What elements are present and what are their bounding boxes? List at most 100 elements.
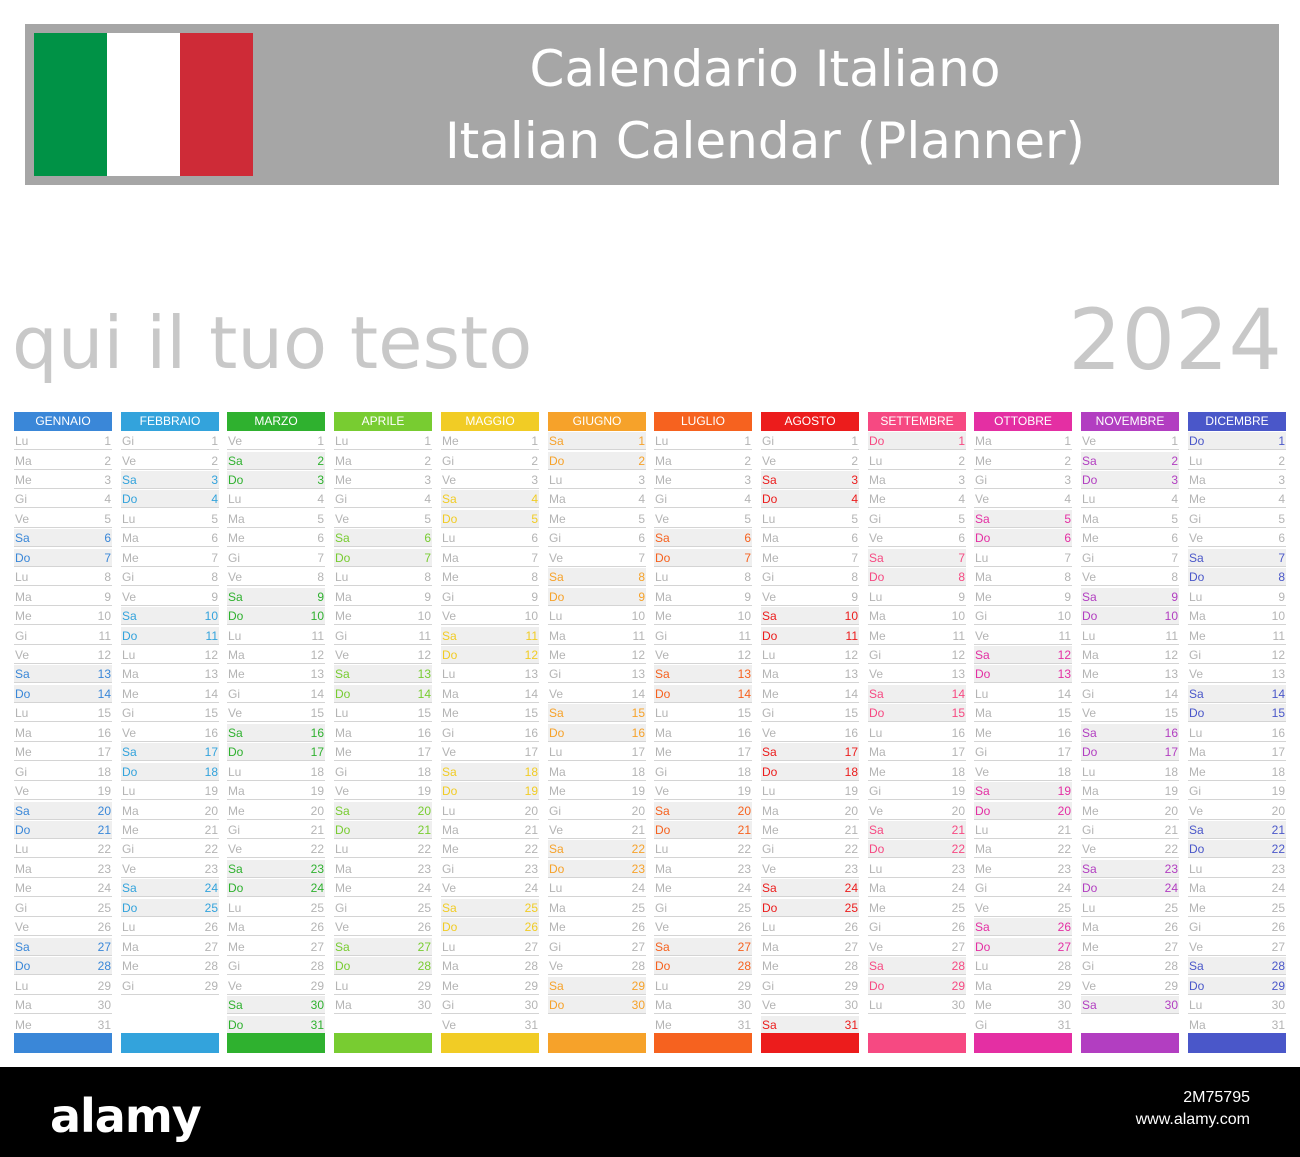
day-number: 10 [97, 609, 111, 623]
day-number: 24 [417, 881, 431, 896]
weekend-day-row: Sa 13 [14, 665, 112, 684]
weekday-abbr: Ma [1189, 1017, 1206, 1032]
day-number: 13 [1271, 667, 1285, 682]
day-number: 13 [204, 667, 218, 682]
weekday-abbr: Ve [1082, 842, 1097, 857]
day-row: Ve 24 [441, 879, 539, 898]
day-number: 22 [524, 842, 538, 857]
day-number: 10 [524, 609, 538, 623]
weekday-abbr: Ve [655, 784, 670, 799]
weekday-abbr: Gi [655, 900, 667, 915]
weekday-abbr: Ve [1189, 531, 1204, 546]
day-number: 28 [204, 959, 218, 974]
weekday-abbr: Lu [442, 667, 456, 682]
weekend-day-row: Sa 26 [974, 918, 1072, 937]
weekday-abbr: Sa [1082, 725, 1097, 740]
day-row: Ve 18 [974, 763, 1072, 781]
day-number: 24 [631, 881, 645, 896]
day-number: 17 [1164, 745, 1178, 760]
day-row: Ma 30 [334, 996, 432, 1014]
day-row: Ma 11 [548, 627, 646, 645]
day-row: Ma 24 [1188, 879, 1286, 898]
day-number: 10 [1271, 609, 1285, 623]
day-row: Me 4 [868, 490, 966, 509]
day-number: 8 [424, 570, 431, 585]
day-row: Ma 30 [14, 996, 112, 1014]
weekday-abbr: Ma [1189, 472, 1206, 487]
weekday-abbr: Lu [975, 823, 989, 837]
weekday-abbr: Sa [335, 531, 350, 546]
weekday-abbr: Do [762, 764, 778, 779]
day-number: 22 [1271, 842, 1285, 857]
day-number: 18 [97, 764, 111, 779]
day-number: 20 [737, 803, 751, 818]
weekday-abbr: Gi [762, 842, 774, 857]
weekday-abbr: Ma [228, 511, 245, 526]
day-row: Lu 1 [654, 432, 752, 450]
weekday-abbr: Ve [655, 647, 670, 662]
weekend-day-row: Do 13 [974, 665, 1072, 684]
day-number: 3 [424, 472, 431, 487]
weekday-abbr: Ma [975, 842, 992, 857]
day-number: 28 [844, 959, 858, 974]
weekday-abbr: Sa [122, 472, 137, 487]
day-number: 13 [951, 667, 965, 682]
weekend-day-row: Sa 9 [227, 587, 325, 606]
weekday-abbr: Lu [762, 647, 776, 662]
day-row: Lu 26 [761, 918, 859, 937]
weekday-abbr: Ma [442, 823, 459, 837]
day-number: 5 [424, 511, 431, 526]
weekend-day-row: Do 28 [654, 957, 752, 976]
day-row: Me 11 [868, 627, 966, 645]
weekday-abbr: Ve [1082, 570, 1097, 585]
weekday-abbr: Ma [15, 453, 32, 468]
day-number: 14 [1164, 686, 1178, 701]
day-number: 3 [104, 472, 111, 487]
weekday-abbr: Ve [655, 511, 670, 526]
weekday-abbr: Me [975, 453, 992, 468]
weekday-abbr: Gi [335, 492, 347, 507]
weekday-abbr: Gi [762, 978, 774, 993]
day-number: 23 [631, 861, 645, 876]
weekday-abbr: Lu [869, 861, 883, 876]
weekday-abbr: Ma [442, 550, 459, 565]
day-row: Me 6 [227, 529, 325, 548]
month-column-novembre: NOVEMBRE Ve 1 Sa 2 Do 3 Lu 4 Ma 5 Me 6 Gi 7 Ve 8 Sa 9 Do 10 L… [1081, 412, 1179, 1053]
weekday-abbr: Gi [975, 609, 987, 623]
weekday-abbr: Do [655, 686, 671, 701]
weekday-abbr: Me [1082, 531, 1099, 546]
weekday-abbr: Me [122, 686, 139, 701]
weekday-abbr: Ma [549, 764, 566, 779]
weekday-abbr: Do [549, 861, 565, 876]
weekend-day-row: Sa 30 [227, 996, 325, 1014]
day-row: Gi 5 [1188, 510, 1286, 528]
weekend-day-row: Do 15 [1188, 704, 1286, 723]
day-row: Lu 1 [334, 432, 432, 450]
day-row: Gi 27 [548, 938, 646, 956]
day-row: Me 10 [14, 607, 112, 625]
day-number: 31 [737, 1017, 751, 1032]
weekday-abbr: Gi [975, 745, 987, 760]
day-row: Gi 8 [761, 568, 859, 587]
weekday-abbr: Lu [228, 492, 242, 507]
weekday-abbr: Gi [869, 511, 881, 526]
weekday-abbr: Gi [549, 803, 561, 818]
weekday-abbr: Sa [655, 531, 670, 546]
weekday-abbr: Ve [442, 609, 457, 623]
day-row: Gi 31 [974, 1016, 1072, 1034]
weekend-day-row: Sa 19 [974, 782, 1072, 801]
day-number: 11 [98, 628, 111, 643]
weekday-abbr: Me [122, 823, 139, 837]
month-color-bar [334, 1033, 432, 1053]
day-number: 7 [1171, 550, 1178, 565]
day-number: 21 [97, 823, 111, 837]
day-number: 6 [744, 531, 751, 546]
weekday-abbr: Ve [869, 531, 884, 546]
weekday-abbr: Ve [122, 589, 137, 604]
day-number: 20 [524, 803, 538, 818]
day-row: Ve 21 [548, 821, 646, 839]
day-number: 1 [531, 434, 538, 448]
weekday-abbr: Sa [549, 434, 564, 448]
weekday-abbr: Ma [442, 686, 459, 701]
day-number: 4 [1278, 492, 1285, 507]
